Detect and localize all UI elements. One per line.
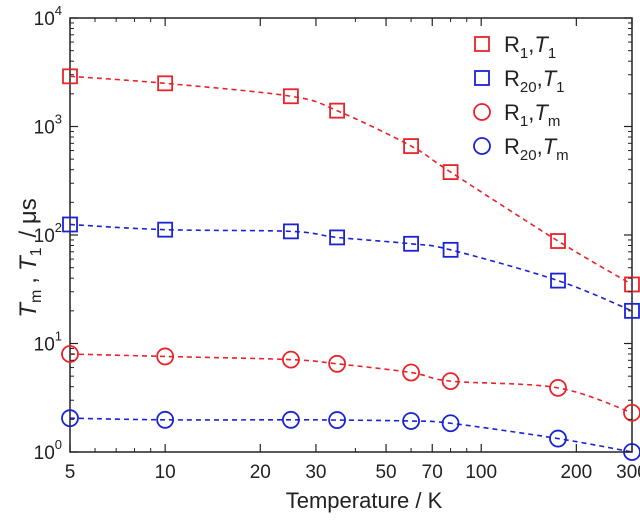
series-2-point (441, 372, 460, 391)
y-title-t-m: T (15, 301, 42, 318)
series-0-point (62, 68, 78, 85)
series-0-point (403, 138, 419, 154)
y-title-unit: / μs (15, 198, 42, 237)
series-2-point (549, 378, 567, 397)
legend-label: R1,Tm (504, 100, 560, 130)
x-tick-label: 20 (250, 462, 271, 483)
x-tick-label: 70 (422, 462, 443, 483)
series-2-point (328, 354, 347, 373)
tick-labels: 5 10 20 30 50 70 100 200 300 100 101 102 103 104 (34, 3, 640, 483)
series-0-fit-line (69, 75, 633, 286)
y-tick-label: 104 (34, 3, 62, 30)
series-1-point (329, 229, 346, 246)
series-1-point (62, 216, 78, 233)
legend-marker (474, 70, 490, 86)
series-1-point (157, 221, 174, 238)
x-tick-label: 50 (375, 462, 396, 483)
series-1-point (283, 223, 299, 240)
y-tick-label: 103 (34, 112, 62, 139)
series-3-point (328, 411, 347, 429)
x-axis-title: Temperature / K (286, 488, 443, 513)
legend: R1,T1 R20,T1 R1,Tm R20,Tm (473, 32, 569, 164)
series-1-point (442, 241, 459, 258)
data-markers (61, 68, 640, 461)
series-1-point (550, 272, 566, 289)
y-tick-label: 100 (34, 437, 62, 464)
series-2-point (282, 350, 300, 369)
x-tick-label: 100 (465, 462, 497, 483)
y-tick-label: 102 (34, 220, 62, 247)
legend-marker (474, 36, 490, 52)
series-2-point (623, 403, 640, 422)
y-axis-title: Tm,T1/ μs (15, 198, 45, 317)
series-0-point (157, 75, 174, 92)
y-title-t-1-sub: 1 (28, 247, 45, 256)
series-2-point (61, 345, 79, 363)
series-2-point (402, 363, 420, 382)
series-3-point (402, 412, 420, 430)
series-1-point (403, 235, 419, 252)
y-tick-label: 101 (34, 329, 62, 356)
x-tick-label: 200 (560, 462, 592, 483)
series-2-point (156, 347, 175, 366)
legend-label: R1,T1 (504, 32, 556, 62)
series-0-point (550, 233, 566, 249)
series-3-point (549, 429, 567, 448)
fit-lines (69, 75, 633, 453)
series-3-point (156, 410, 175, 429)
legend-marker (473, 103, 491, 121)
y-title-t-m-sub: m (28, 290, 45, 303)
legend-marker (473, 137, 491, 155)
series-0-point (442, 164, 459, 180)
series-2-fit-line (69, 353, 633, 414)
x-tick-label: 300 (616, 462, 640, 483)
series-1-point (624, 302, 640, 319)
series-0-point (329, 102, 346, 119)
legend-label: R20,T1 (504, 66, 565, 96)
x-tick-label: 5 (65, 462, 76, 483)
series-3-point (61, 409, 79, 428)
series-0-point (283, 88, 299, 105)
x-tick-label: 30 (305, 462, 326, 483)
y-title-comma: , (15, 277, 42, 284)
series-1-fit-line (69, 223, 633, 312)
legend-label: R20,Tm (504, 134, 569, 164)
axis-ticks (69, 17, 633, 453)
series-3-point (282, 410, 300, 429)
series-3-point (441, 414, 460, 433)
series-3-fit-line (69, 417, 633, 453)
x-tick-label: 10 (155, 462, 176, 483)
y-title-t-1: T (15, 254, 42, 271)
